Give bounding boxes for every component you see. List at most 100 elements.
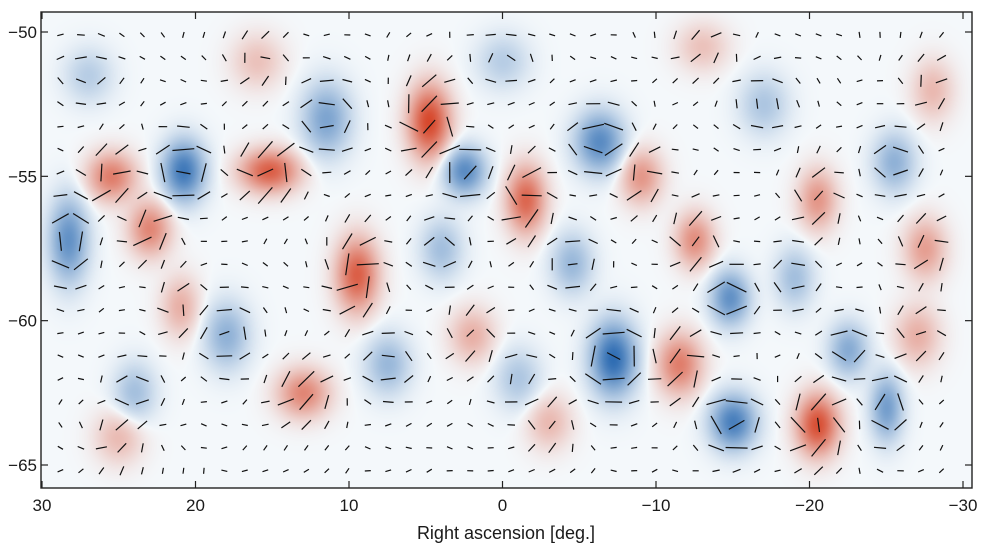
polarization-segment xyxy=(424,216,435,221)
polarization-segment xyxy=(934,239,949,243)
polarization-segment xyxy=(629,142,640,157)
polarization-segment xyxy=(362,302,373,318)
polarization-segment xyxy=(137,191,148,200)
polarization-segment xyxy=(257,140,273,159)
y-tick-label: −55 xyxy=(8,167,37,186)
polarization-segment xyxy=(589,79,597,83)
polarization-segment xyxy=(159,101,166,106)
polarization-segment xyxy=(135,376,149,382)
polarization-segment xyxy=(873,446,887,449)
polarization-segment xyxy=(773,240,782,243)
polarization-segment xyxy=(569,194,577,197)
polarization-segment xyxy=(426,33,433,37)
polarization-segment xyxy=(318,102,335,106)
polarization-segment xyxy=(343,55,351,60)
polarization-segment xyxy=(774,398,781,406)
polarization-segment xyxy=(669,348,681,364)
polarization-segment xyxy=(485,78,497,83)
polarization-segment xyxy=(73,191,89,200)
polarization-segment xyxy=(694,420,698,430)
polarization-segment xyxy=(364,446,371,450)
polarization-segment xyxy=(179,260,187,268)
polarization-segment xyxy=(446,422,453,427)
polarization-segment xyxy=(137,259,148,269)
polarization-segment xyxy=(364,147,372,152)
polarization-segment xyxy=(647,378,662,380)
polarization-segment xyxy=(651,56,658,60)
polarization-segment xyxy=(833,192,845,199)
polarization-segment xyxy=(733,355,740,358)
polarization-segment xyxy=(446,376,453,382)
polarization-segment xyxy=(365,276,370,299)
polarization-segment xyxy=(692,148,699,151)
polarization-segment xyxy=(200,163,207,182)
polarization-segment xyxy=(728,419,745,430)
x-axis: 30 20 10 0 −10 −20 −30 xyxy=(33,12,977,515)
polarization-segment xyxy=(835,286,843,289)
polarization-segment xyxy=(160,55,166,61)
polarization-segment xyxy=(262,100,269,107)
polarization-segment xyxy=(753,468,761,473)
polarization-segment xyxy=(344,328,351,338)
polarization-segment xyxy=(426,468,433,473)
polarization-segment xyxy=(283,444,288,451)
polarization-segment xyxy=(816,77,821,84)
polarization-segment xyxy=(261,75,270,86)
polarization-segment xyxy=(118,123,125,130)
polarization-segment xyxy=(323,193,330,198)
polarization-segment xyxy=(57,77,64,85)
polarization-segment xyxy=(159,232,167,250)
polarization-segment xyxy=(407,54,411,62)
polarization-segment xyxy=(305,261,308,268)
polarization-segment xyxy=(56,170,65,175)
polarization-segment xyxy=(920,74,922,87)
polarization-segment xyxy=(78,231,84,252)
polarization-segment xyxy=(97,76,106,85)
polarization-segment xyxy=(180,55,187,61)
polarization-segment xyxy=(610,239,617,244)
polarization-segment xyxy=(469,53,472,62)
polarization-segment xyxy=(140,467,144,475)
polarization-segment xyxy=(834,308,844,312)
polarization-segment xyxy=(940,375,943,383)
polarization-segment xyxy=(629,307,639,313)
polarization-segment xyxy=(219,330,230,336)
polarization-segment xyxy=(651,422,658,428)
polarization-segment xyxy=(918,399,924,405)
polarization-segment xyxy=(364,423,371,426)
polarization-segment xyxy=(98,123,104,130)
polarization-segment xyxy=(899,31,902,38)
polarization-segment xyxy=(529,260,535,268)
polarization-segment xyxy=(446,328,453,339)
polarization-segment xyxy=(117,442,127,453)
polarization-segment xyxy=(399,121,419,132)
polarization-segment xyxy=(446,54,453,61)
polarization-segment xyxy=(465,304,475,316)
polarization-segment xyxy=(439,144,461,155)
polarization-segment xyxy=(444,78,456,83)
polarization-segment xyxy=(632,31,636,38)
polarization-segment xyxy=(549,78,555,84)
polarization-segment xyxy=(588,238,598,245)
polarization-segment xyxy=(97,214,106,222)
polarization-segment xyxy=(692,124,699,129)
polarization-segment xyxy=(651,239,658,244)
polarization-segment xyxy=(569,33,576,37)
polarization-segment xyxy=(95,143,108,157)
polarization-segment xyxy=(750,124,764,129)
polarization-segment xyxy=(135,399,149,405)
polarization-segment xyxy=(774,216,781,221)
polarization-segment xyxy=(794,468,803,474)
polarization-segment xyxy=(300,99,313,109)
polarization-segment xyxy=(239,190,251,201)
y-tick-label: −60 xyxy=(8,312,37,331)
polarization-segment xyxy=(53,194,68,197)
polarization-segment xyxy=(853,378,866,380)
polarization-segment xyxy=(297,370,315,388)
polarization-segment xyxy=(795,77,801,84)
polarization-segment xyxy=(422,119,436,134)
polarization-segment xyxy=(387,100,390,108)
polarization-segment xyxy=(565,240,581,243)
polarization-segment xyxy=(672,445,678,451)
polarization-segment xyxy=(937,309,946,312)
